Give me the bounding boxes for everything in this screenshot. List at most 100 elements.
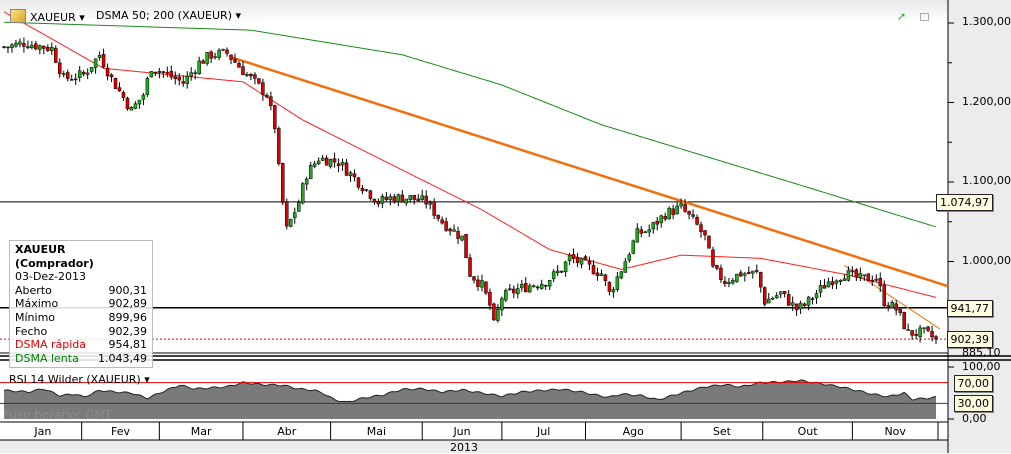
candle xyxy=(61,73,66,75)
rsi-selector[interactable]: RSI 14 Wilder (XAUEUR) ▾ xyxy=(9,373,150,386)
candle xyxy=(392,196,397,203)
candle xyxy=(547,280,552,287)
month-label: Fev xyxy=(110,425,130,438)
candle xyxy=(241,66,245,76)
candle xyxy=(838,279,843,283)
candle xyxy=(384,196,389,200)
candle xyxy=(862,274,867,276)
candle xyxy=(559,270,564,273)
timezone-watermark: Fuso horário: GMT xyxy=(3,408,112,422)
maximize-icon[interactable] xyxy=(920,13,929,21)
candle xyxy=(436,214,440,219)
candle xyxy=(639,229,644,234)
candle xyxy=(539,283,544,289)
candle xyxy=(452,229,456,232)
candle xyxy=(133,103,138,109)
candle xyxy=(535,286,540,289)
info-row: DSMA rápida 954,81 xyxy=(15,338,147,352)
candle xyxy=(221,48,225,51)
candle xyxy=(412,194,416,200)
candle xyxy=(85,72,90,75)
candle xyxy=(364,189,369,191)
candle xyxy=(428,202,432,205)
candle xyxy=(774,295,779,298)
candle xyxy=(830,281,835,286)
candle xyxy=(153,71,158,74)
info-row: Máximo 902,89 xyxy=(15,297,147,311)
candle xyxy=(520,284,524,289)
candle xyxy=(759,272,763,288)
gold-icon xyxy=(10,9,26,23)
candle xyxy=(814,293,819,299)
candle xyxy=(587,260,592,265)
candle xyxy=(671,208,675,215)
candle xyxy=(723,280,727,285)
candle xyxy=(137,99,142,105)
y-tick-label: 1.100,00 xyxy=(962,174,1011,187)
month-label: Ago xyxy=(622,425,644,438)
candle xyxy=(699,224,703,233)
info-box: XAUEUR (Comprador) 03-Dez-2013 Aberto 900… xyxy=(9,240,153,369)
info-label: Fecho xyxy=(15,324,48,338)
candle xyxy=(125,98,130,110)
y-tick-label: 1.300,00 xyxy=(962,15,1011,28)
candle xyxy=(687,210,691,215)
candle xyxy=(778,291,783,295)
candle xyxy=(209,51,213,59)
candle xyxy=(54,47,58,63)
candle xyxy=(400,194,405,203)
candle xyxy=(348,172,353,177)
candle xyxy=(842,278,847,281)
candle xyxy=(141,94,146,100)
candle xyxy=(177,76,182,81)
trend-icon[interactable]: ➚ xyxy=(897,10,907,23)
candle xyxy=(484,281,488,294)
candle xyxy=(277,128,281,164)
candle xyxy=(719,267,723,280)
candle xyxy=(261,82,265,95)
candle xyxy=(396,194,401,202)
candle xyxy=(663,216,667,220)
candle xyxy=(105,67,110,77)
candle xyxy=(691,214,695,217)
info-date: 03-Dez-2013 xyxy=(15,270,86,284)
candle xyxy=(571,254,576,259)
candle xyxy=(834,280,839,284)
candle xyxy=(850,270,855,273)
candle xyxy=(217,50,221,58)
candle xyxy=(360,187,365,192)
month-label: Set xyxy=(712,425,731,438)
candle xyxy=(735,273,739,282)
candle xyxy=(615,276,620,290)
candle xyxy=(332,158,337,163)
candle xyxy=(583,256,588,261)
indicator-selector[interactable]: DSMA 50; 200 (XAUEUR) ▾ xyxy=(96,9,242,22)
candle xyxy=(320,157,325,161)
candle xyxy=(762,287,767,305)
symbol-selector[interactable]: XAUEUR ▾ xyxy=(10,9,85,24)
candle xyxy=(846,270,851,281)
candle xyxy=(496,309,500,321)
candle xyxy=(2,46,6,48)
candle xyxy=(619,271,624,279)
candle xyxy=(806,296,811,306)
candle xyxy=(269,96,273,107)
candle xyxy=(882,284,886,307)
candle xyxy=(886,305,890,309)
candle xyxy=(197,60,201,75)
candle xyxy=(512,288,516,294)
y-tick-label: 1.200,00 xyxy=(962,94,1011,108)
candle xyxy=(249,74,253,77)
candle xyxy=(751,270,755,274)
info-value: 900,31 xyxy=(108,283,148,297)
candle xyxy=(352,173,357,178)
candle xyxy=(121,92,126,99)
candle xyxy=(898,308,902,313)
candle xyxy=(356,177,361,188)
candle xyxy=(703,230,707,236)
candle xyxy=(193,72,197,74)
candle xyxy=(185,75,189,84)
candle xyxy=(707,235,711,249)
candle xyxy=(89,67,94,72)
